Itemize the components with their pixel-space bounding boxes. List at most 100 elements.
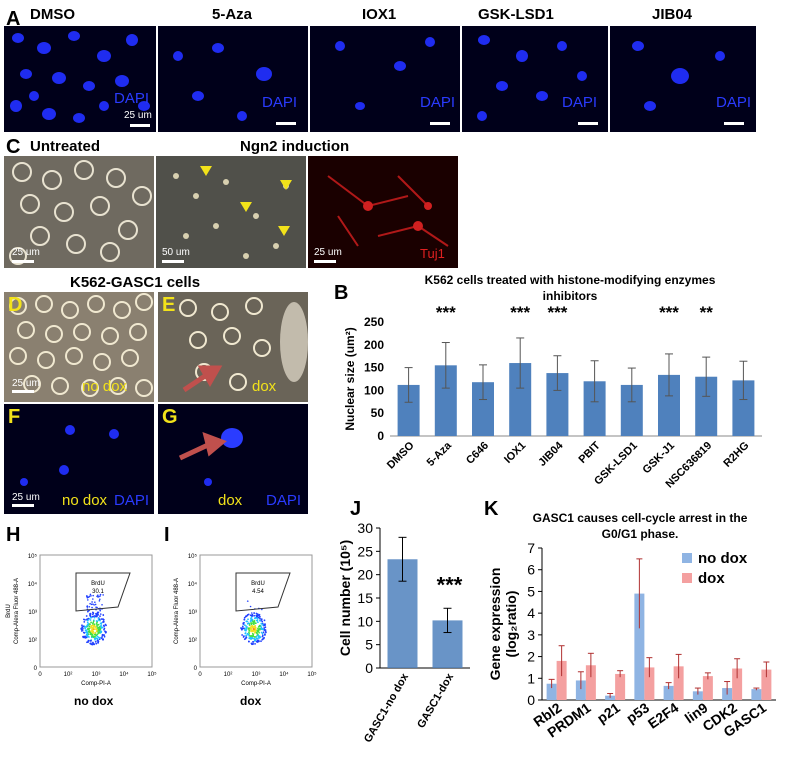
bar <box>615 673 626 700</box>
event-dot <box>94 640 97 643</box>
chart-k-title-line2: G0/G1 phase. <box>602 527 679 541</box>
event-dot <box>84 629 87 632</box>
event-dot <box>97 636 100 639</box>
event-dot <box>247 640 250 643</box>
y-axis-label-top: BrdU <box>6 604 12 618</box>
panel-label-k: K <box>484 498 499 520</box>
micrograph-a-5aza: DAPI <box>158 26 308 132</box>
chart-k: GASC1 causes cell-cycle arrest in the G0… <box>487 511 776 741</box>
event-dot <box>254 617 256 620</box>
event-dot <box>86 621 89 624</box>
event-dot <box>248 624 251 627</box>
bar <box>732 668 743 700</box>
event-dot <box>93 625 96 628</box>
event-dot <box>93 615 96 617</box>
event-dot <box>87 639 90 642</box>
gate-name: BrdU <box>91 581 105 587</box>
event-dot <box>92 603 94 605</box>
event-dot <box>253 620 256 623</box>
event-dot <box>82 631 85 634</box>
y-tick-label: 15 <box>357 590 373 606</box>
significance-mark: *** <box>436 303 456 322</box>
significance-mark: *** <box>437 572 463 597</box>
y-tick-label: 250 <box>364 315 384 329</box>
event-dot <box>87 617 90 620</box>
y-tick-label: 10² <box>188 638 197 644</box>
event-dot <box>89 612 92 615</box>
event-dot <box>242 623 245 625</box>
event-dot <box>255 635 258 638</box>
x-tick-label: 10³ <box>252 672 261 678</box>
event-dot <box>261 634 264 637</box>
event-dot <box>257 621 259 624</box>
x-tick-label: 10⁵ <box>147 671 157 678</box>
event-dot <box>97 623 100 626</box>
event-dot <box>264 626 267 629</box>
micrograph-a-gsklsd1: DAPI <box>462 26 608 132</box>
x-tick-label: 0 <box>38 672 42 678</box>
event-dot <box>251 613 254 616</box>
event-dot <box>88 629 91 631</box>
event-dot <box>243 616 246 619</box>
panel-a-title-gsklsd1: GSK-LSD1 <box>478 6 554 23</box>
bar <box>751 689 762 700</box>
event-dot <box>95 606 97 609</box>
event-dot <box>264 634 266 636</box>
bar <box>575 680 586 700</box>
x-tick-label: p21 <box>594 699 623 726</box>
event-dot <box>81 627 84 630</box>
event-dot <box>251 636 253 639</box>
event-dot <box>249 635 252 637</box>
event-dot <box>91 606 93 609</box>
bar <box>692 691 703 700</box>
event-dot <box>102 613 105 616</box>
x-axis-label: Comp-PI-A <box>81 681 111 687</box>
gate-value: 4.54 <box>252 589 264 595</box>
event-dot <box>92 642 94 645</box>
event-dot <box>83 620 86 623</box>
event-dot <box>102 594 104 596</box>
event-dot <box>260 640 262 643</box>
x-tick-label: JIB04 <box>536 439 566 469</box>
event-dot <box>87 627 90 630</box>
x-tick-label: GASC1-no dox <box>362 671 412 745</box>
event-dot <box>94 601 96 603</box>
scale-bar <box>12 260 34 263</box>
event-dot <box>97 594 99 596</box>
event-dot <box>99 598 101 601</box>
event-dot <box>93 623 96 626</box>
event-dot <box>92 620 95 623</box>
bar <box>644 667 655 700</box>
event-dot <box>101 626 104 629</box>
micrograph-d-nodox: D no dox 25 um <box>4 292 154 402</box>
event-dot <box>95 642 98 645</box>
event-dot <box>86 595 88 597</box>
micrograph-g-dox: G dox DAPI <box>158 404 308 514</box>
event-dot <box>96 627 99 629</box>
y-tick-label: 10⁴ <box>188 581 198 588</box>
event-dot <box>253 628 255 631</box>
event-dot <box>94 603 97 606</box>
y-tick-label: 6 <box>527 562 535 578</box>
panel-a-title-dmso: DMSO <box>30 6 75 23</box>
y-tick-label: 20 <box>357 567 373 583</box>
x-tick-label: 10² <box>224 672 233 678</box>
condition-label: dox <box>252 378 277 395</box>
event-dot <box>250 612 253 614</box>
panel-label-a: A <box>6 8 21 30</box>
event-dot <box>90 603 93 606</box>
event-dot <box>99 615 101 617</box>
event-dot <box>247 613 250 616</box>
scale-bar-label: 25 um <box>314 247 342 258</box>
event-dot <box>250 622 252 624</box>
event-dot <box>258 631 260 634</box>
event-dot <box>95 630 98 633</box>
nuclei-image <box>178 428 243 486</box>
y-tick-label: 4 <box>527 605 535 621</box>
panel-label-j: J <box>350 498 362 520</box>
significance-mark: *** <box>510 303 530 322</box>
x-tick-label: 0 <box>198 672 202 678</box>
x-tick-label: 10⁵ <box>307 671 317 678</box>
y-tick-label: 7 <box>527 540 535 556</box>
scale-bar <box>12 504 34 507</box>
